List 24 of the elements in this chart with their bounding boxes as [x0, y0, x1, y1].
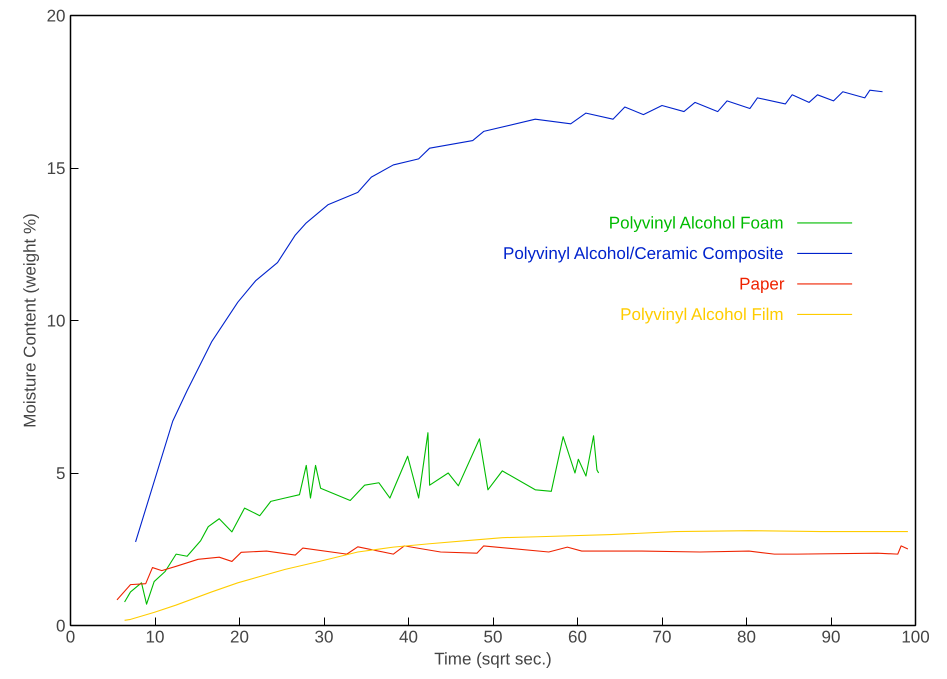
legend-label: Polyvinyl Alcohol Foam — [608, 213, 784, 232]
y-axis-title: Moisture Content (weight %) — [20, 213, 40, 428]
y-tick-label: 10 — [46, 312, 66, 330]
x-tick-label: 80 — [737, 628, 756, 646]
x-tick-label: 70 — [652, 628, 672, 646]
line-series — [124, 530, 908, 621]
x-tick-label: 20 — [230, 628, 249, 646]
y-tick-label: 5 — [56, 464, 66, 483]
x-tick-label: 50 — [484, 628, 502, 646]
line-series — [124, 432, 600, 605]
line-series — [135, 90, 884, 542]
x-tick-label: 10 — [146, 628, 164, 646]
x-axis-title: Time (sqrt sec.) — [434, 650, 552, 668]
x-tick-label: 90 — [822, 628, 840, 646]
legend-label: Polyvinyl Alcohol/Ceramic Composite — [502, 244, 784, 263]
line-series — [116, 545, 908, 600]
x-tick-label: 60 — [568, 628, 587, 646]
y-tick-label: 15 — [46, 159, 66, 178]
legend-label: Polyvinyl Alcohol Film — [620, 304, 784, 324]
x-tick-label: 100 — [901, 628, 930, 646]
x-tick-label: 30 — [314, 628, 334, 646]
legend-label: Paper — [739, 274, 785, 294]
y-tick-label: 20 — [46, 6, 66, 26]
x-tick-label: 40 — [399, 628, 418, 646]
